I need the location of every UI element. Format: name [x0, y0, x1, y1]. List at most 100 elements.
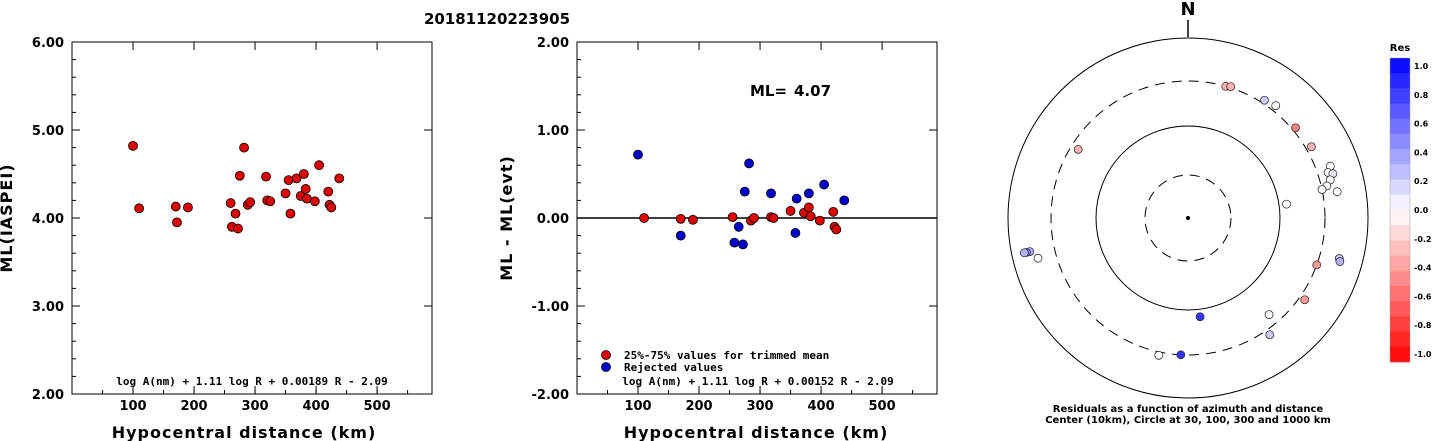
ml-point: [265, 196, 276, 207]
ml-point: [233, 223, 243, 234]
colorbar-outline: [1389, 57, 1411, 363]
colorbar-swatch: [1390, 58, 1410, 74]
ml-point: [230, 208, 241, 219]
residual-point-rejected: [791, 193, 802, 204]
colorbar-tick-label: 0.2: [1414, 177, 1428, 186]
residual-plot-xtick-label: 400: [807, 399, 834, 414]
station-marker: [1335, 257, 1345, 266]
ring-30km: [1144, 174, 1232, 262]
residual-plot-xtick-label: 300: [746, 399, 773, 414]
station-marker: [1312, 260, 1322, 270]
residual-point-accepted: [768, 213, 779, 223]
station-marker: [1195, 312, 1205, 322]
residual-plot-xlabel: Hypocentral distance (km): [624, 423, 889, 441]
ml-point: [300, 184, 311, 194]
ring-1000km: [1007, 37, 1369, 399]
colorbar-swatch: [1390, 331, 1410, 348]
residual-point-rejected: [819, 179, 830, 190]
polar-caption-line2: Center (10km), Circle at 30, 100, 300 an…: [1045, 415, 1331, 426]
station-marker: [1019, 248, 1029, 258]
station-marker: [1073, 144, 1083, 154]
residual-plot-xtick-label: 200: [685, 399, 712, 414]
residual-point-accepted: [675, 213, 686, 224]
residual-point-rejected: [803, 188, 814, 199]
epicenter-dot: [1186, 216, 1190, 220]
ml-point: [183, 202, 193, 213]
residual-colorbar: Res 1.0 0.8 0.6 0.4 0.2 0.0 -0.2 -0.4 -0.6 -0.8 -1…: [1389, 43, 1432, 363]
residual-plot-axes: 100 200 300 400 500 -2.00 -1.00 0.00 1.00 2.00: [532, 36, 937, 414]
residual-plot-formula: log A(nm) + 1.11 log R + 0.00152 R - 2.0…: [622, 375, 894, 388]
residual-scatter-panel: 100 200 300 400 500 -2.00 -1.00 0.00 1.00 2.00 ML…: [497, 36, 938, 441]
residual-point-rejected: [790, 228, 801, 238]
residual-point-accepted: [688, 214, 698, 225]
ml-point: [291, 173, 302, 184]
colorbar-tick-label: 0.6: [1414, 120, 1429, 129]
ml-plot-formula: log A(nm) + 1.11 log R + 0.00189 R - 2.0…: [116, 375, 388, 388]
residual-plot-ytick-label: -2.00: [532, 388, 569, 403]
residual-point-accepted: [785, 206, 796, 216]
colorbar-swatch: [1390, 194, 1410, 211]
station-marker: [1226, 82, 1236, 91]
colorbar-swatch: [1390, 88, 1410, 105]
colorbar-tick-label: 0.0: [1414, 206, 1429, 215]
colorbar-swatch: [1390, 225, 1410, 241]
residual-point-accepted: [803, 202, 814, 213]
legend-label-accepted: 25%-75% values for trimmed mean: [624, 349, 829, 362]
ml-plot-ytick-label: 2.00: [32, 388, 64, 403]
residual-plot-ylabel: ML - ML(evt): [497, 155, 516, 281]
colorbar-tick-label: -0.6: [1414, 292, 1432, 301]
ml-point: [314, 160, 325, 171]
residual-point-accepted: [749, 213, 759, 223]
residual-point-accepted: [727, 212, 738, 223]
ml-point: [245, 197, 256, 208]
station-marker: [1317, 185, 1327, 194]
ml-point: [225, 198, 236, 208]
ml-point: [323, 186, 334, 197]
ring-300km: [1050, 80, 1326, 356]
station-marker: [1176, 350, 1186, 360]
ml-point: [239, 142, 249, 153]
residual-point-accepted: [828, 206, 839, 217]
residual-point-rejected: [729, 237, 740, 248]
ml-plot-ytick-label: 6.00: [32, 36, 64, 51]
residual-plot-ytick-label: 2.00: [537, 36, 569, 51]
colorbar-tick-label: -1.0: [1414, 350, 1432, 359]
ml-plot-axes: 100 200 300 400 500 2.00 3.00 4.00 5.00 6.00: [32, 36, 432, 414]
ml-plot-points: [128, 140, 345, 234]
station-marker: [1282, 199, 1291, 209]
ml-plot-xtick-label: 100: [119, 399, 146, 414]
residual-point-rejected: [733, 221, 744, 232]
colorbar-swatch: [1390, 179, 1410, 196]
legend: 25%-75% values for trimmed mean Rejected…: [601, 349, 829, 374]
colorbar-tick-label: -0.8: [1414, 321, 1432, 330]
ml-point: [309, 196, 320, 207]
station-marker: [1033, 253, 1043, 263]
residual-point-rejected: [739, 186, 750, 197]
station-marker: [1300, 295, 1310, 305]
ml-plot-ylabel: ML(IASPEI): [0, 163, 16, 272]
residual-plot-ytick-label: 0.00: [537, 212, 569, 227]
colorbar-swatch: [1390, 255, 1410, 272]
station-marker: [1154, 350, 1164, 360]
ml-point: [172, 217, 182, 228]
legend-label-rejected: Rejected values: [624, 361, 723, 374]
ml-point: [134, 203, 145, 214]
colorbar-tick-label: 1.0: [1414, 62, 1429, 71]
ml-point: [170, 201, 181, 212]
ml-point: [261, 171, 271, 182]
colorbar-swatch: [1390, 134, 1410, 150]
colorbar-swatch: [1390, 149, 1410, 165]
colorbar-swatch: [1390, 346, 1410, 363]
ml-plot-xlabel: Hypocentral distance (km): [112, 423, 377, 441]
residual-point-accepted: [831, 224, 842, 235]
colorbar-tick-label: -0.2: [1414, 235, 1432, 244]
colorbar-swatch: [1390, 301, 1410, 317]
ml-plot-xtick-label: 400: [302, 399, 329, 414]
residual-point-accepted: [639, 213, 650, 223]
residual-plot-ytick-label: 1.00: [537, 124, 569, 139]
ml-point: [298, 169, 309, 179]
colorbar-tick-label: 0.8: [1414, 91, 1429, 100]
colorbar-swatch: [1390, 270, 1410, 287]
ml-event-value: 4.07: [794, 82, 831, 100]
